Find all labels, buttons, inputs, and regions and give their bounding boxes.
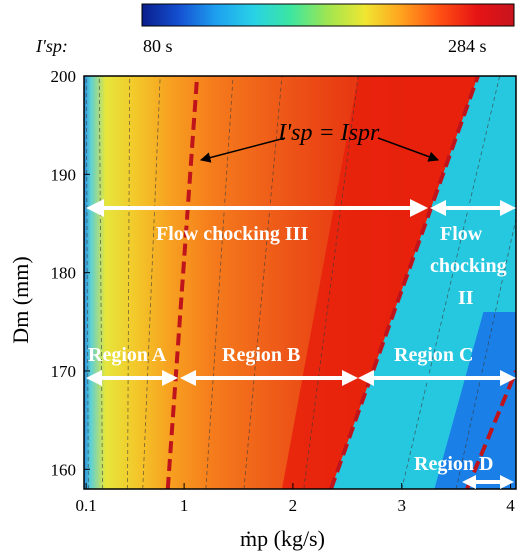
high-region [282,76,478,489]
flow-chocking-2-arrow [430,200,516,216]
plot-frame [83,75,517,490]
region-d-label: Region D [414,453,493,475]
colorbar-title: I'sp: [35,36,68,56]
plot-area [84,76,516,489]
x-tick-label: 0.1 [76,496,97,515]
contour-line [205,76,234,489]
colorbar-gradient [141,3,515,27]
x-ticks: 0.1 1 2 3 4 [76,483,515,515]
x-tick-label: 2 [289,496,298,515]
region-b-label: Region B [222,344,300,366]
contour-line [85,76,89,489]
flow-chocking-2-line2: chocking [430,255,507,277]
flow-chocking-2-line1: Flow [440,223,483,245]
callout-label: I'sp = Ispr [277,120,380,146]
colorbar: I'sp: 80 s 284 s [35,3,515,56]
region-c-arrow [358,370,516,386]
annotations: I'sp = Ispr Flow chocking III Flow chock… [86,120,516,489]
y-tick-label: 170 [51,362,77,381]
contour-line [98,76,103,489]
y-tick-label: 190 [51,165,77,184]
boundary-line [329,76,480,489]
callout-arrow-left [199,137,286,163]
contour-line [142,76,161,489]
callout-arrow-right [377,137,439,162]
y-tick-label: 200 [51,67,77,86]
flow-chocking-3-arrow [86,199,428,217]
contour-lines [85,76,516,489]
flow-chocking-2-line3: II [458,287,474,309]
y-axis-label: Dm (mm) [8,256,33,343]
contour-line [455,216,516,489]
colorbar-min-label: 80 s [143,36,173,56]
contour-line [127,76,131,489]
y-ticks: 160 170 180 190 200 [51,67,90,479]
right-deep-cool-region [434,312,516,489]
region-a-label: Region A [88,344,167,366]
x-tick-label: 3 [397,496,406,515]
contour-line [401,76,501,489]
region-a-arrow [86,370,178,386]
flow-chocking-3-label: Flow chocking III [156,223,308,245]
region-d-arrow [462,475,514,489]
boundary-line [165,76,200,489]
contour-line [243,76,283,489]
region-b-arrow [180,370,358,386]
y-tick-label: 160 [51,460,77,479]
boundary-line [465,370,516,489]
y-tick-label: 180 [51,264,77,283]
boundary-lines [165,76,516,489]
region-c-label: Region C [394,344,473,366]
colorbar-max-label: 284 s [448,36,487,56]
x-tick-label: 4 [506,496,515,515]
x-tick-label: 1 [180,496,189,515]
x-axis-label: ṁp (kg/s) [240,526,325,551]
